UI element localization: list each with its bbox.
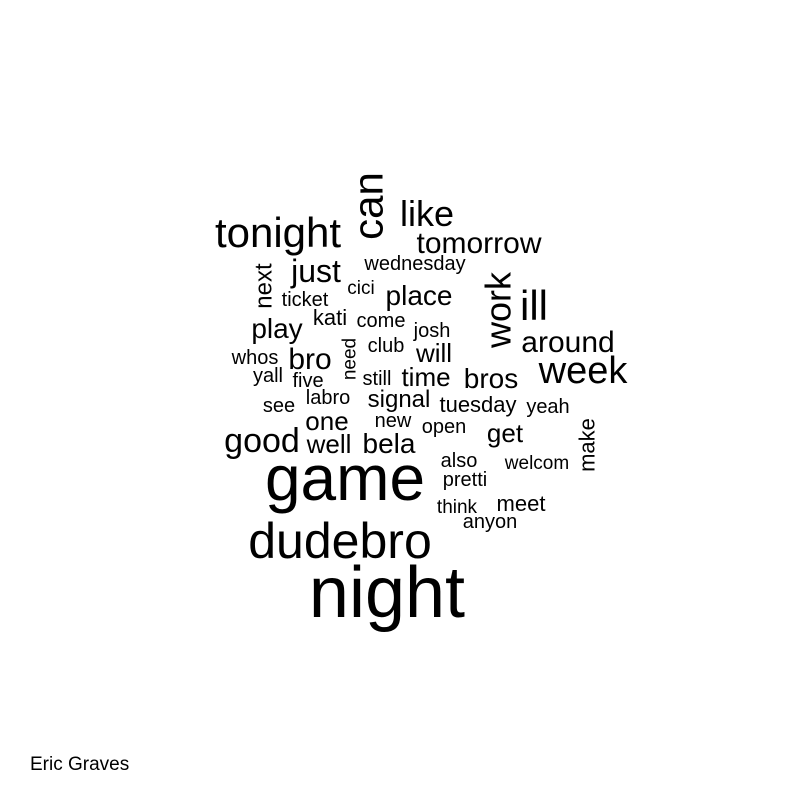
word-ill: ill: [520, 282, 548, 329]
word-place: place: [386, 280, 453, 311]
word-wednesday: wednesday: [363, 253, 465, 275]
word-think: think: [437, 497, 478, 518]
word-cici: cici: [347, 278, 374, 299]
word-game: game: [265, 442, 425, 514]
word-week: week: [538, 350, 629, 392]
word-open: open: [422, 416, 467, 438]
word-will: will: [415, 338, 452, 368]
author-caption: Eric Graves: [30, 754, 130, 775]
word-good: good: [224, 422, 300, 460]
word-well: well: [306, 429, 352, 459]
word-tomorrow: tomorrow: [416, 227, 541, 260]
word-time: time: [401, 362, 450, 392]
word-get: get: [487, 418, 524, 448]
word-next: next: [251, 263, 278, 309]
word-new: new: [375, 410, 412, 432]
word-see: see: [263, 395, 295, 417]
word-one: one: [305, 406, 348, 436]
word-bro: bro: [288, 343, 331, 376]
word-whos: whos: [231, 347, 279, 369]
word-yall: yall: [253, 365, 283, 387]
word-work: work: [478, 271, 519, 349]
word-can: can: [345, 172, 392, 240]
word-play: play: [251, 313, 302, 344]
word-yeah: yeah: [526, 396, 569, 418]
word-five: five: [292, 370, 323, 392]
word-bros: bros: [464, 363, 518, 394]
word-need: need: [340, 338, 361, 380]
word-dudebro: dudebro: [248, 513, 432, 569]
word-labro: labro: [306, 387, 350, 409]
word-like: like: [400, 193, 454, 234]
word-signal: signal: [368, 386, 431, 413]
word-welcom: welcom: [504, 453, 569, 474]
word-meet: meet: [497, 491, 546, 516]
word-around: around: [521, 326, 614, 359]
word-also: also: [441, 450, 478, 472]
word-tuesday: tuesday: [439, 392, 516, 417]
word-bela: bela: [363, 428, 416, 459]
word-make: make: [575, 418, 600, 472]
word-still: still: [363, 368, 392, 390]
word-ticket: ticket: [282, 289, 329, 311]
word-josh: josh: [413, 320, 451, 342]
word-come: come: [357, 310, 406, 332]
word-night: night: [309, 553, 465, 633]
word-kati: kati: [313, 305, 347, 330]
word-just: just: [290, 253, 341, 289]
word-club: club: [368, 335, 405, 357]
word-anyon: anyon: [463, 511, 518, 533]
word-tonight: tonight: [215, 209, 341, 256]
word-pretti: pretti: [443, 469, 487, 491]
